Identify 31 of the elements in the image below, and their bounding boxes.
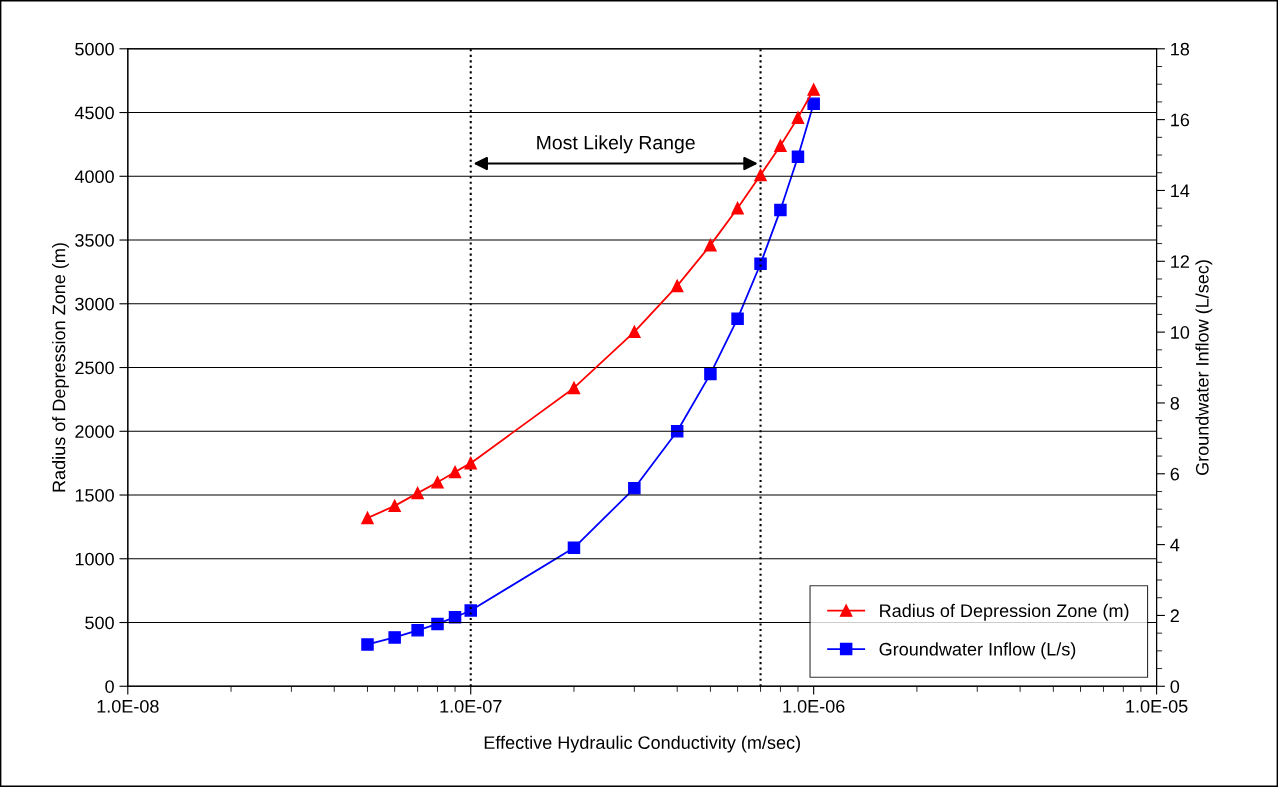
y-tick-label: 1500 bbox=[75, 488, 114, 502]
y-tick-label: 1000 bbox=[75, 552, 114, 566]
legend-label: Groundwater Inflow (L/s) bbox=[879, 642, 1076, 660]
y-tick-label: 2000 bbox=[75, 425, 114, 438]
y2-tick-label: 14 bbox=[1171, 184, 1190, 197]
y-tick-label: 5000 bbox=[75, 42, 114, 56]
y2-tick-label: 16 bbox=[1171, 113, 1190, 127]
y-axis-title: Radius of Depression Zone (m) bbox=[52, 243, 69, 492]
x-tick-label: 1.0E-05 bbox=[1126, 699, 1188, 713]
y2-axis-title: Groundwater Inflow (L/sec) bbox=[1195, 260, 1213, 475]
annotation: Most Likely Range bbox=[537, 135, 695, 154]
y-tick-label: 0 bbox=[105, 680, 114, 693]
y2-tick-label: 6 bbox=[1170, 467, 1180, 481]
y-tick-label: 2500 bbox=[75, 361, 114, 375]
x-tick-label: 1.0E-07 bbox=[440, 699, 502, 713]
y2-tick-label: 2 bbox=[1170, 609, 1179, 622]
x-tick-label: 1.0E-06 bbox=[783, 699, 845, 713]
y-tick-label: 3000 bbox=[75, 297, 114, 311]
y2-tick-label: 4 bbox=[1170, 538, 1180, 552]
y2-tick-label: 10 bbox=[1171, 326, 1190, 339]
y-tick-label: 500 bbox=[85, 616, 114, 630]
y2-tick-label: 12 bbox=[1171, 255, 1189, 268]
legend-label: Radius of Depression Zone (m) bbox=[880, 603, 1129, 621]
x-axis-title: Effective Hydraulic Conductivity (m/sec) bbox=[484, 735, 800, 753]
y2-tick-label: 0 bbox=[1170, 680, 1180, 693]
y2-tick-label: 18 bbox=[1171, 42, 1190, 56]
y2-tick-label: 8 bbox=[1170, 396, 1180, 410]
x-tick-label: 1.0E-08 bbox=[97, 699, 159, 713]
y-tick-label: 4500 bbox=[74, 106, 114, 120]
y-tick-label: 3500 bbox=[75, 233, 114, 247]
y-tick-label: 4000 bbox=[74, 170, 114, 184]
